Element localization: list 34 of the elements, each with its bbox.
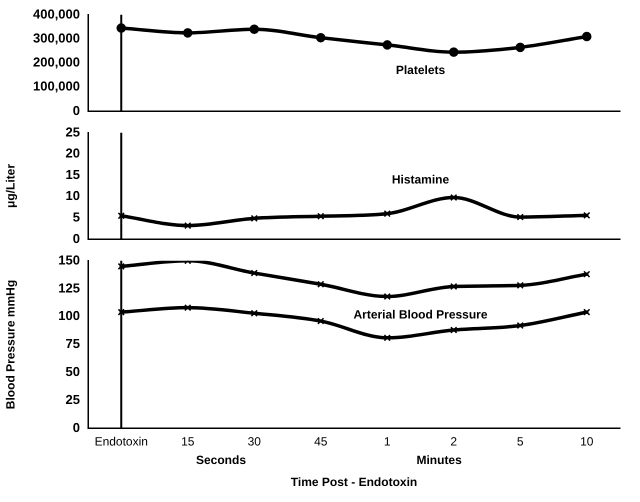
x-tick-label: 30 — [248, 434, 262, 449]
y-tick-label: 25 — [66, 392, 80, 407]
series-label: Arterial Blood Pressure — [353, 308, 488, 322]
y-tick-label: 5 — [72, 210, 80, 224]
text: Seconds — [196, 453, 246, 468]
x-tick-label: 5 — [516, 434, 524, 449]
text: Minutes — [416, 453, 462, 468]
x-tick-label: Endotoxin — [94, 434, 148, 449]
y-tick-label: 20 — [66, 146, 80, 161]
y-axis-title: μg/Liter — [4, 164, 18, 208]
y-tick-label: 25 — [66, 124, 80, 140]
y-tick-label: 150 — [58, 252, 80, 268]
y-tick-label: 0 — [72, 102, 80, 118]
y-tick-label: 50 — [66, 364, 80, 379]
x-tick-label: 2 — [450, 434, 458, 449]
y-tick-label: 0 — [72, 420, 80, 435]
x-tick-label: 1 — [384, 434, 391, 449]
y-tick-label: 200,000 — [33, 54, 80, 70]
y-tick-label: 75 — [66, 336, 80, 352]
series-label: Platelets — [396, 63, 446, 78]
series-label: Histamine — [392, 172, 450, 186]
x-tick-label: 15 — [181, 434, 195, 449]
y-axis-title: Blood Pressure mmHg — [4, 280, 18, 410]
y-tick-label: 300,000 — [33, 30, 80, 46]
y-tick-label: 125 — [58, 280, 80, 296]
y-tick-label: 100 — [58, 308, 80, 324]
y-tick-label: 15 — [66, 166, 80, 182]
y-tick-label: 400,000 — [33, 6, 80, 22]
x-axis-title: Time Post - Endotoxin — [290, 475, 418, 490]
y-tick-label: 0 — [72, 230, 80, 246]
x-tick-label: 45 — [314, 434, 328, 449]
x-tick-label: 10 — [580, 434, 594, 449]
y-tick-label: 100,000 — [33, 78, 80, 94]
y-tick-label: 10 — [66, 188, 80, 204]
